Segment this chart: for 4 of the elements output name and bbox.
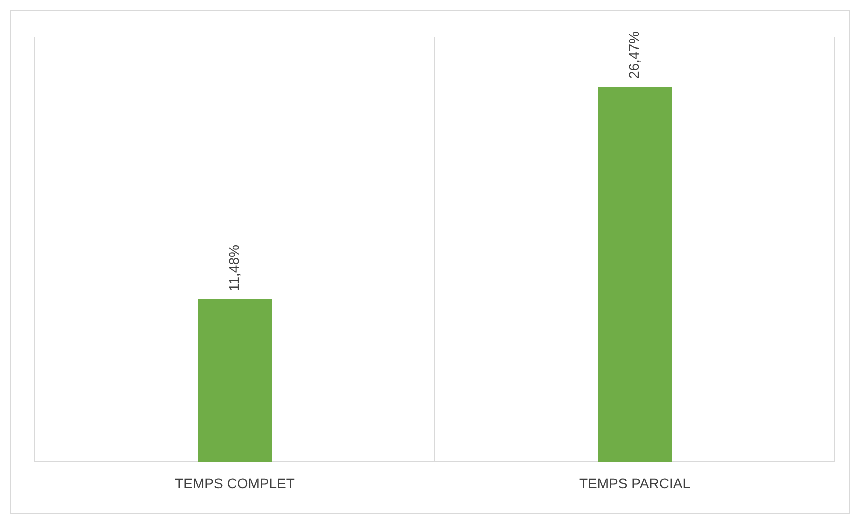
x-tick-label: TEMPS COMPLET	[175, 475, 296, 492]
x-tick-label: TEMPS PARCIAL	[580, 475, 691, 492]
data-label: 11,48%	[226, 245, 242, 292]
data-label: 26,47%	[626, 32, 642, 80]
